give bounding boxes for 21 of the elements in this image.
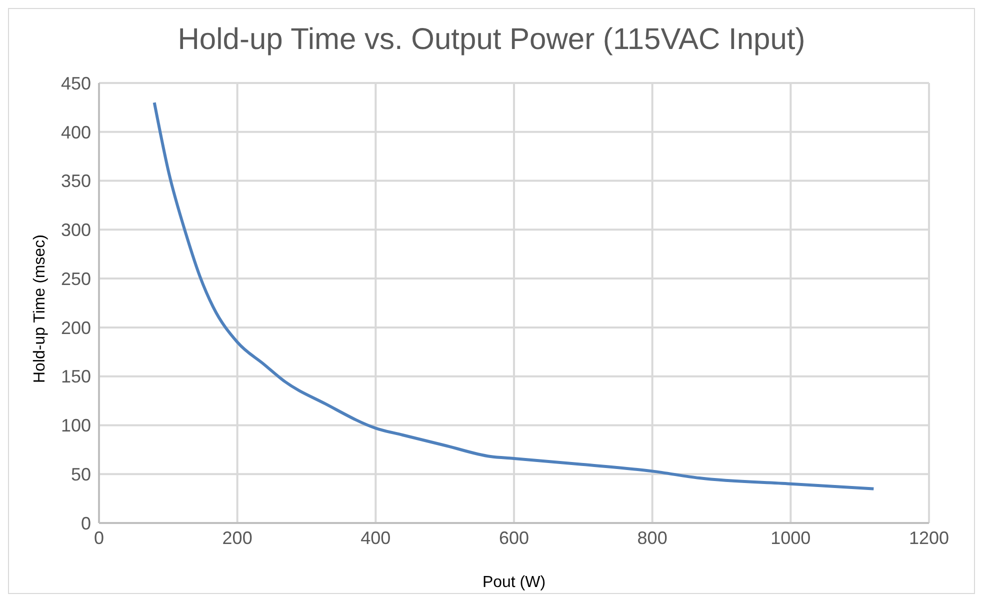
chart-title: Hold-up Time vs. Output Power (115VAC Input)	[176, 22, 806, 58]
x-tick-label: 1000	[770, 528, 811, 548]
y-tick-label: 100	[60, 416, 91, 436]
y-tick-label: 150	[60, 366, 91, 387]
y-axis-title: Hold-up Time (msec)	[32, 234, 49, 383]
y-tick-label: 200	[60, 318, 91, 338]
x-tick-label: 0	[94, 528, 104, 548]
y-tick-label: 450	[60, 73, 91, 94]
x-tick-label: 200	[222, 528, 252, 548]
x-tick-label: 1200	[908, 528, 950, 548]
y-tick-label: 300	[60, 220, 91, 240]
y-tick-label: 350	[60, 171, 91, 192]
x-tick-label: 800	[637, 528, 668, 548]
y-tick-label: 250	[60, 268, 91, 289]
y-tick-label: 50	[70, 464, 91, 484]
x-tick-label: 600	[498, 528, 530, 548]
y-tick-label: 400	[60, 122, 91, 142]
line-series	[152, 101, 876, 490]
y-tick-label: 0	[80, 513, 91, 534]
x-axis-title: Pout (W)	[482, 574, 546, 591]
x-tick-label: 400	[360, 528, 391, 548]
